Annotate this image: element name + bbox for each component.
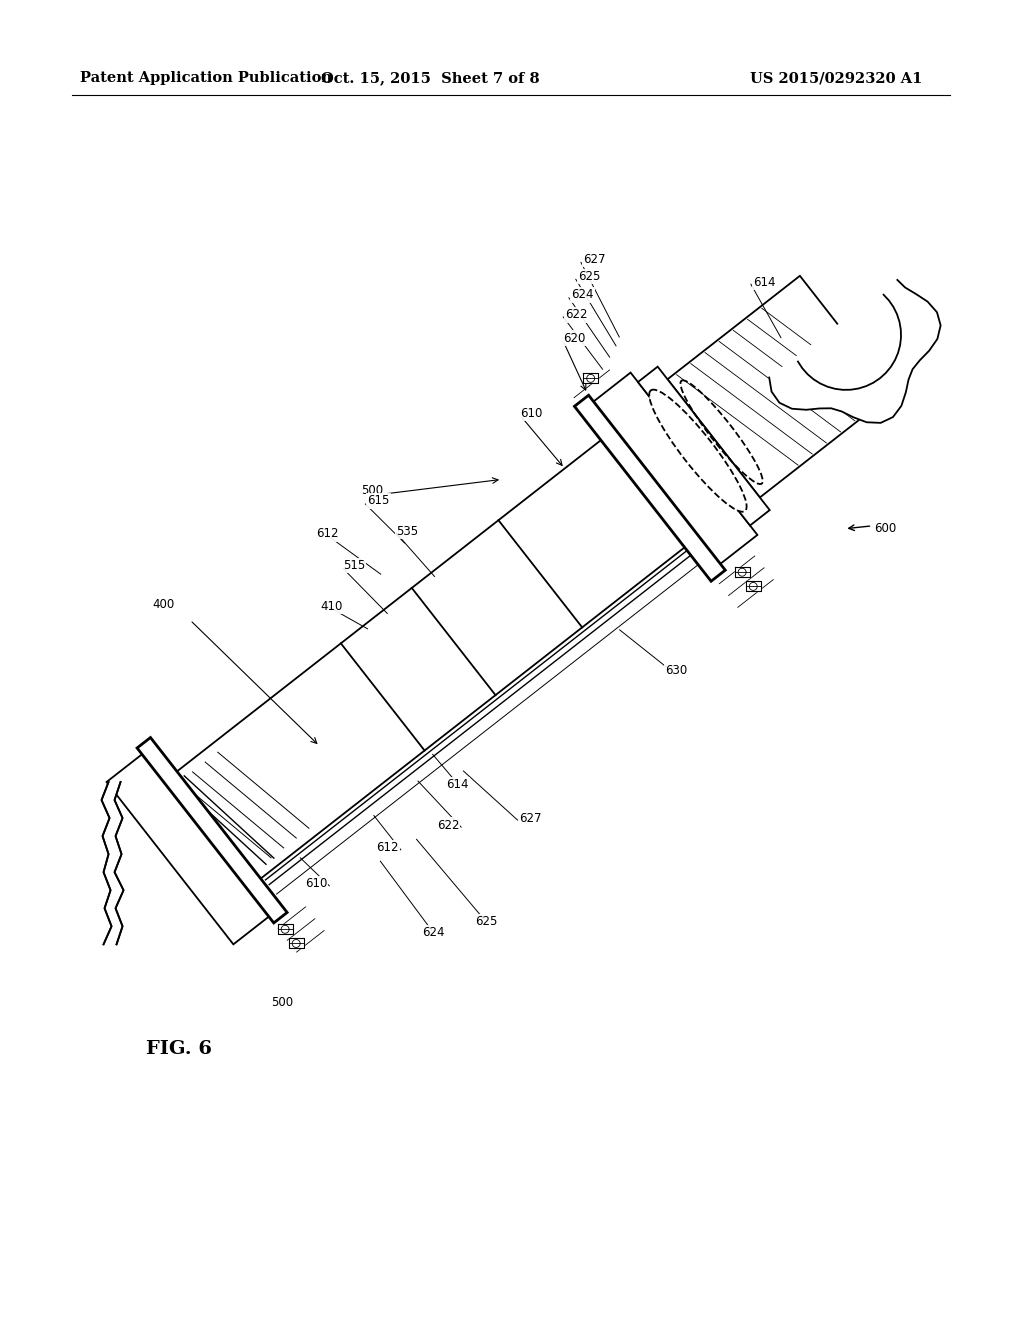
Polygon shape — [103, 873, 124, 890]
Text: 610: 610 — [305, 878, 328, 890]
Polygon shape — [101, 800, 123, 818]
Polygon shape — [278, 924, 293, 935]
Text: 515: 515 — [343, 558, 366, 572]
Text: 624: 624 — [571, 288, 594, 301]
Text: 622: 622 — [565, 309, 588, 322]
Polygon shape — [106, 751, 272, 944]
Polygon shape — [798, 294, 901, 389]
Text: 535: 535 — [396, 525, 419, 537]
Text: 620: 620 — [562, 331, 585, 345]
Text: Patent Application Publication: Patent Application Publication — [80, 71, 332, 84]
Text: 614: 614 — [753, 276, 775, 289]
Text: 410: 410 — [321, 601, 343, 612]
Text: 612: 612 — [376, 841, 398, 854]
Polygon shape — [734, 568, 750, 577]
Polygon shape — [745, 581, 761, 591]
Text: 630: 630 — [665, 664, 687, 677]
Polygon shape — [587, 372, 758, 569]
Text: 612: 612 — [316, 528, 339, 540]
Polygon shape — [168, 434, 692, 886]
Text: 500: 500 — [270, 997, 293, 1008]
Polygon shape — [103, 854, 122, 873]
Polygon shape — [574, 395, 725, 581]
Polygon shape — [102, 818, 123, 836]
Polygon shape — [137, 738, 287, 923]
Polygon shape — [104, 890, 124, 908]
Text: FIG. 6: FIG. 6 — [146, 1040, 212, 1059]
Polygon shape — [668, 276, 892, 498]
Text: 625: 625 — [578, 269, 600, 282]
Polygon shape — [769, 280, 941, 422]
Text: 627: 627 — [583, 253, 605, 265]
Text: 610: 610 — [520, 407, 543, 420]
Text: 622: 622 — [436, 818, 459, 832]
Polygon shape — [103, 927, 123, 944]
Text: 624: 624 — [423, 925, 444, 939]
Text: 625: 625 — [475, 915, 498, 928]
Polygon shape — [638, 367, 770, 525]
Polygon shape — [289, 939, 304, 949]
Text: Oct. 15, 2015  Sheet 7 of 8: Oct. 15, 2015 Sheet 7 of 8 — [321, 71, 540, 84]
Text: 615: 615 — [368, 495, 390, 507]
Text: 500: 500 — [360, 484, 383, 498]
Text: 627: 627 — [519, 812, 542, 825]
Text: 400: 400 — [153, 598, 175, 611]
Ellipse shape — [649, 389, 746, 512]
Polygon shape — [101, 781, 121, 800]
Polygon shape — [584, 374, 598, 383]
Polygon shape — [102, 836, 122, 854]
Text: 614: 614 — [446, 777, 469, 791]
Text: US 2015/0292320 A1: US 2015/0292320 A1 — [750, 71, 923, 84]
Polygon shape — [104, 908, 123, 927]
Text: 600: 600 — [874, 523, 897, 536]
